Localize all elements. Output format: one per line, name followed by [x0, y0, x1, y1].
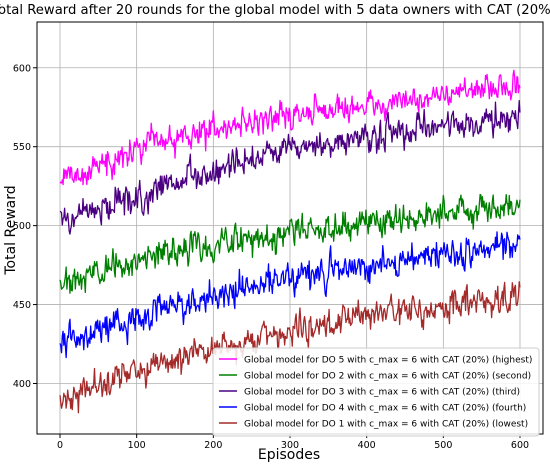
legend-box: [212, 347, 540, 437]
x-tick-label: 200: [204, 440, 222, 451]
y-tick-label: 600: [13, 63, 31, 74]
series-line-5: [59, 281, 521, 414]
y-tick-label: 450: [13, 300, 31, 311]
legend-label: Global model for DO 2 with c_max = 6 wit…: [244, 371, 531, 381]
series-line-4: [59, 231, 521, 359]
x-tick-label: 0: [57, 440, 63, 451]
x-axis-label: Episodes: [258, 447, 320, 463]
series-lines: [59, 69, 521, 414]
series-line-1: [59, 69, 521, 186]
series-line-3: [59, 100, 521, 235]
x-tick-label: 500: [434, 440, 452, 451]
legend-label: Global model for DO 1 with c_max = 6 wit…: [244, 419, 528, 429]
legend: Global model for DO 5 with c_max = 6 wit…: [212, 347, 540, 437]
y-tick-label: 400: [13, 379, 31, 390]
x-tick-label: 600: [511, 440, 529, 451]
legend-label: Global model for DO 4 with c_max = 6 wit…: [244, 403, 526, 413]
y-tick-label: 500: [13, 221, 31, 232]
x-tick-label: 100: [128, 440, 146, 451]
y-tick-label: 550: [13, 142, 31, 153]
series-line-2: [59, 193, 521, 294]
x-tick-label: 400: [358, 440, 376, 451]
y-axis-label: Total Reward: [3, 185, 19, 275]
legend-label: Global model for DO 5 with c_max = 6 wit…: [244, 355, 532, 365]
legend-label: Global model for DO 3 with c_max = 6 wit…: [244, 387, 520, 397]
x-tick-label: 300: [281, 440, 299, 451]
chart-title: Total Reward after 20 rounds for the glo…: [0, 3, 550, 18]
